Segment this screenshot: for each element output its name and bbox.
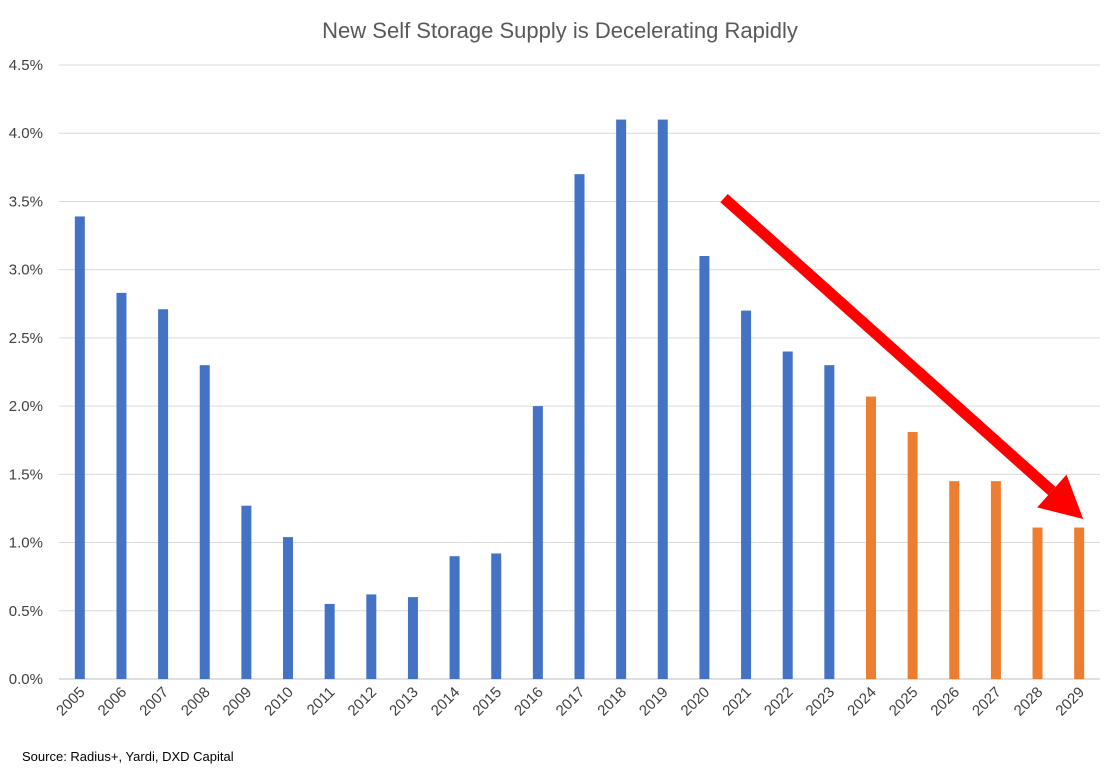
y-tick-label: 2.5%	[9, 330, 43, 347]
x-tick-label: 2014	[428, 684, 464, 720]
bars	[74, 119, 1085, 680]
bar-2022	[782, 351, 793, 679]
bar-2014	[449, 556, 460, 679]
x-tick-label: 2006	[95, 684, 131, 720]
x-tick-label: 2017	[553, 684, 589, 720]
x-tick-label: 2020	[678, 684, 714, 720]
bar-2009	[241, 505, 252, 679]
x-tick-label: 2007	[136, 684, 172, 720]
arrow-head	[1037, 474, 1084, 519]
x-axis-ticks: 2005 2006 2007 2008 2009 2010 2011 2012 2013 2014…	[53, 684, 1088, 720]
x-tick-label: 2013	[386, 684, 422, 720]
arrow-shaft	[720, 193, 1056, 496]
bar-2013	[407, 597, 418, 679]
trend-arrow	[720, 193, 1084, 519]
bar-2021	[741, 310, 752, 679]
x-tick-label: 2021	[719, 684, 755, 720]
bar-2027	[990, 481, 1001, 679]
x-tick-label: 2010	[261, 684, 297, 720]
y-tick-label: 0.0%	[9, 671, 43, 688]
x-tick-label: 2029	[1052, 684, 1088, 720]
bar-2005	[74, 216, 85, 679]
x-tick-label: 2009	[220, 684, 256, 720]
bar-2024	[865, 396, 876, 679]
bar-2011	[324, 603, 335, 679]
y-tick-label: 0.5%	[9, 603, 43, 620]
bar-2023	[824, 365, 835, 679]
x-tick-label: 2012	[345, 684, 381, 720]
x-tick-label: 2028	[1011, 684, 1047, 720]
y-tick-label: 4.0%	[9, 125, 43, 142]
bar-2008	[199, 365, 210, 679]
x-tick-label: 2022	[761, 684, 797, 720]
y-tick-label: 1.5%	[9, 466, 43, 483]
x-tick-label: 2011	[304, 684, 339, 719]
bar-2012	[366, 594, 377, 679]
y-tick-label: 1.0%	[9, 535, 43, 552]
x-tick-label: 2019	[636, 684, 672, 720]
bar-2019	[657, 119, 668, 680]
bar-2017	[574, 174, 585, 679]
x-tick-label: 2008	[178, 684, 214, 720]
x-tick-label: 2016	[511, 684, 547, 720]
y-tick-label: 2.0%	[9, 398, 43, 415]
x-tick-label: 2025	[886, 684, 922, 720]
source-note: Source: Radius+, Yardi, DXD Capital	[22, 749, 234, 764]
bar-2015	[491, 553, 502, 679]
x-tick-label: 2005	[53, 684, 89, 720]
y-tick-label: 4.5%	[9, 57, 43, 74]
bar-2026	[949, 481, 960, 679]
y-tick-label: 3.5%	[9, 193, 43, 210]
bar-2018	[616, 119, 627, 680]
y-axis-ticks: 0.0% 0.5% 1.0% 1.5% 2.0% 2.5% 3.0% 3.5% 4.0% 4.5%	[9, 57, 43, 688]
bar-2007	[158, 309, 169, 679]
bar-2010	[283, 537, 294, 679]
x-tick-label: 2024	[844, 684, 880, 720]
bar-2006	[116, 292, 127, 679]
x-tick-label: 2023	[803, 684, 839, 720]
x-tick-label: 2015	[469, 684, 505, 720]
bar-2020	[699, 256, 710, 679]
bar-2016	[532, 406, 543, 679]
bar-2028	[1032, 527, 1043, 679]
x-tick-label: 2026	[927, 684, 963, 720]
y-tick-label: 3.0%	[9, 262, 43, 279]
x-tick-label: 2018	[594, 684, 630, 720]
chart-title: New Self Storage Supply is Decelerating …	[322, 18, 798, 43]
x-tick-label: 2027	[969, 684, 1005, 720]
bar-2025	[907, 432, 918, 679]
bar-2029	[1074, 527, 1085, 679]
